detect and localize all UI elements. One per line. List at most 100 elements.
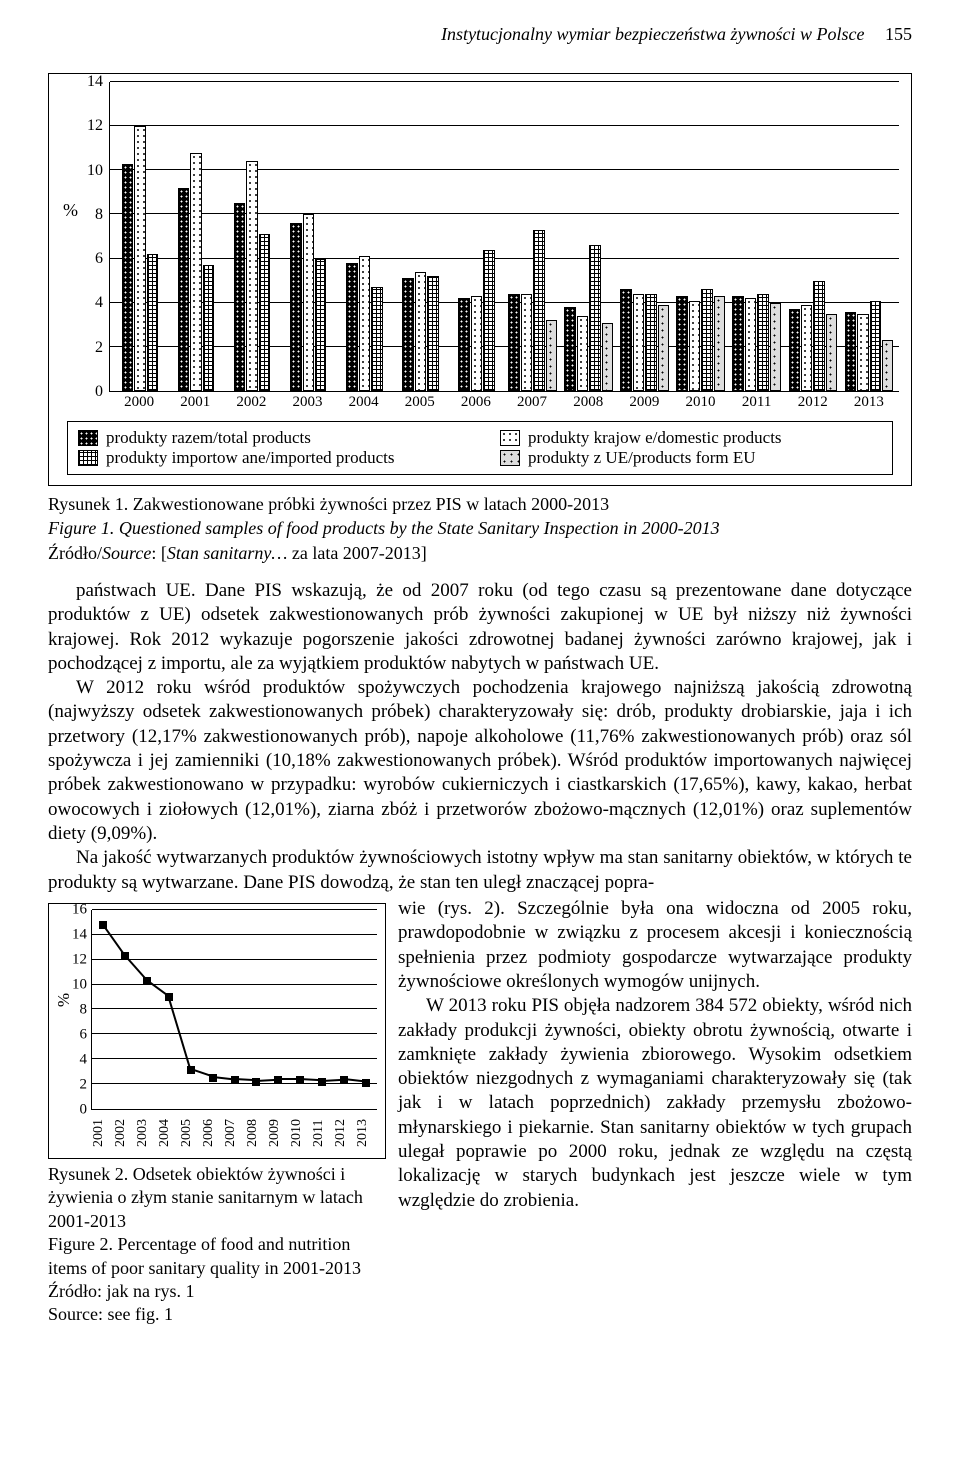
fig2-y-tick: 14 <box>72 926 87 943</box>
fig2-x-tick: 2006 <box>201 1112 223 1154</box>
bar-import <box>813 281 824 391</box>
fig2-x-tick: 2005 <box>179 1112 201 1154</box>
bar-eu <box>882 340 893 391</box>
bar-domestic <box>134 126 145 391</box>
fig1-source: Źródło/Source: [Stan sanitarny… za lata … <box>48 543 427 563</box>
fig1-x-tick: 2001 <box>169 394 221 411</box>
bar-total <box>458 298 469 391</box>
legend-swatch-domestic <box>500 430 520 446</box>
legend-swatch-eu <box>500 450 520 466</box>
fig1-x-tick: 2000 <box>113 394 165 411</box>
bar-total <box>290 223 301 391</box>
bar-domestic <box>190 153 201 391</box>
bar-import <box>427 276 438 391</box>
fig1-x-axis: 2000200120022003200420052006200720082009… <box>109 392 899 411</box>
bar-total <box>402 278 413 391</box>
bar-import <box>315 259 326 391</box>
bar-group <box>787 82 839 391</box>
fig1-x-tick: 2013 <box>843 394 895 411</box>
fig1-caption-en: Figure 1. Questioned samples of food pro… <box>48 518 720 538</box>
bar-total <box>789 309 800 391</box>
bar-group <box>507 82 559 391</box>
bar-domestic <box>303 214 314 391</box>
fig2-y-tick: 6 <box>80 1026 88 1043</box>
fig1-x-tick: 2002 <box>225 394 277 411</box>
figure-2: % 0246810121416 200120022003200420052006… <box>48 903 386 1159</box>
fig2-x-tick: 2009 <box>267 1112 289 1154</box>
bar-import <box>533 230 544 391</box>
body-text: państwach UE. Dane PIS wskazują, że od 2… <box>48 579 912 895</box>
fig1-x-tick: 2003 <box>281 394 333 411</box>
fig2-y-tick: 8 <box>80 1001 88 1018</box>
bar-total <box>122 164 133 391</box>
bar-domestic <box>246 161 257 391</box>
data-point <box>340 1076 348 1084</box>
fig2-x-tick: 2004 <box>157 1112 179 1154</box>
fig2-y-axis: % 0246810121416 <box>57 910 91 1110</box>
bar-total <box>676 296 687 391</box>
bar-group <box>338 82 390 391</box>
paragraph: państwach UE. Dane PIS wskazują, że od 2… <box>48 579 912 676</box>
fig2-plot <box>91 910 377 1110</box>
legend-swatch-import <box>78 450 98 466</box>
data-point <box>187 1066 195 1074</box>
bar-domestic <box>471 296 482 391</box>
fig1-y-tick: 4 <box>95 294 103 312</box>
fig2-x-tick: 2007 <box>223 1112 245 1154</box>
fig2-x-tick: 2012 <box>333 1112 355 1154</box>
fig1-x-tick: 2006 <box>450 394 502 411</box>
fig2-x-tick: 2011 <box>311 1112 333 1154</box>
bar-group <box>731 82 783 391</box>
data-point <box>252 1078 260 1086</box>
bar-import <box>259 234 270 391</box>
fig1-y-axis: % 02468101214 <box>61 82 109 392</box>
bar-import <box>483 250 494 391</box>
figure-1-caption: Rysunek 1. Zakwestionowane próbki żywnoś… <box>48 492 912 565</box>
fig1-x-tick: 2004 <box>338 394 390 411</box>
fig1-x-tick: 2007 <box>506 394 558 411</box>
data-point <box>121 952 129 960</box>
bar-eu <box>714 296 725 391</box>
bar-domestic <box>689 301 700 391</box>
legend-item: produkty razem/total products <box>78 428 460 448</box>
bar-import <box>147 254 158 391</box>
bar-eu <box>826 314 837 391</box>
bar-domestic <box>745 298 756 391</box>
fig2-y-tick: 0 <box>80 1101 88 1118</box>
bar-group <box>394 82 446 391</box>
bar-total <box>508 294 519 391</box>
fig1-y-tick: 0 <box>95 383 103 401</box>
legend-label: produkty z UE/products form EU <box>528 448 756 468</box>
bar-group <box>226 82 278 391</box>
fig2-y-tick: 16 <box>72 901 87 918</box>
legend-label: produkty krajow e/domestic products <box>528 428 782 448</box>
bar-group <box>619 82 671 391</box>
bar-domestic <box>359 256 370 391</box>
legend-item: produkty importow ane/imported products <box>78 448 460 468</box>
bar-group <box>170 82 222 391</box>
bar-domestic <box>415 272 426 391</box>
fig1-x-tick: 2012 <box>787 394 839 411</box>
fig1-x-tick: 2008 <box>562 394 614 411</box>
paragraph: W 2013 roku PIS objęła nadzorem 384 572 … <box>398 994 912 1213</box>
bar-group <box>843 82 895 391</box>
data-point <box>362 1079 370 1087</box>
data-point <box>99 921 107 929</box>
bar-import <box>645 294 656 391</box>
fig1-x-tick: 2009 <box>618 394 670 411</box>
bar-domestic <box>577 316 588 391</box>
bar-total <box>620 289 631 391</box>
page-number: 155 <box>885 24 912 44</box>
fig2-y-tick: 12 <box>72 951 87 968</box>
running-title: Instytucjonalny wymiar bezpieczeństwa ży… <box>441 24 864 44</box>
bar-total <box>845 312 856 391</box>
fig2-x-tick: 2003 <box>135 1112 157 1154</box>
running-head: Instytucjonalny wymiar bezpieczeństwa ży… <box>48 24 912 45</box>
fig2-x-axis: 2001200220032004200520062007200820092010… <box>91 1110 377 1154</box>
fig2-x-tick: 2008 <box>245 1112 267 1154</box>
fig2-x-tick: 2010 <box>289 1112 311 1154</box>
bar-domestic <box>857 314 868 391</box>
bar-group <box>450 82 502 391</box>
fig2-x-tick: 2002 <box>113 1112 135 1154</box>
data-point <box>296 1076 304 1084</box>
